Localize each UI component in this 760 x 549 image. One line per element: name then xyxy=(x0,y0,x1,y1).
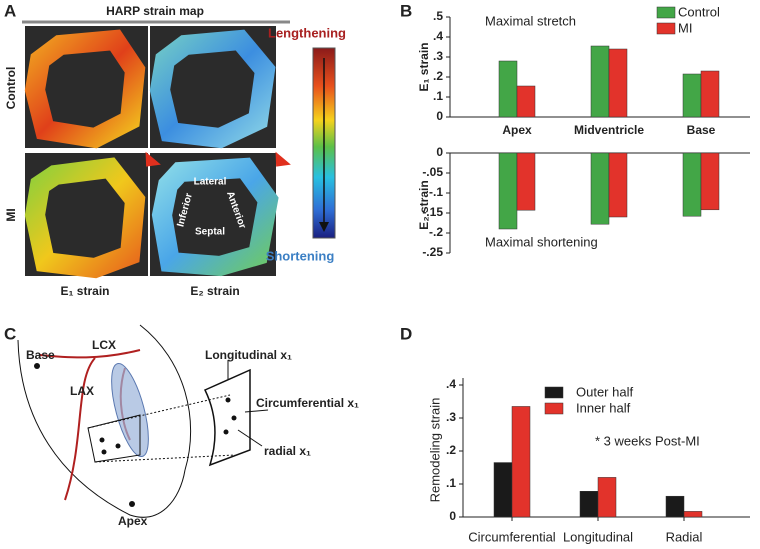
diagram-label: Apex xyxy=(118,514,148,528)
diagram-label: Longitudinal x₁ xyxy=(205,348,292,362)
x-tick-label: Radial xyxy=(666,529,703,544)
column-label: E₂ strain xyxy=(190,284,239,298)
bar xyxy=(590,45,610,118)
y-tick-label: 0 xyxy=(436,109,443,123)
bar xyxy=(511,406,531,518)
x-tick-label: Circumferential xyxy=(468,529,556,544)
y-tick-label: .5 xyxy=(433,9,443,23)
bar xyxy=(665,495,685,518)
bar xyxy=(597,477,617,518)
x-tick-label: Apex xyxy=(502,123,532,137)
panel-letter: D xyxy=(400,324,412,343)
diagram-label: LAX xyxy=(70,384,94,398)
y-tick-label: -.1 xyxy=(429,185,443,199)
diagram-label: Base xyxy=(26,348,55,362)
legend-label: MI xyxy=(678,20,692,35)
bar xyxy=(608,48,628,118)
scale-bottom-label: Shortening xyxy=(266,248,335,263)
bar xyxy=(493,462,513,518)
arrow xyxy=(145,151,161,167)
scale-top-label: Lengthening xyxy=(268,25,346,40)
legend-label: Outer half xyxy=(576,384,633,399)
bar xyxy=(516,152,536,211)
legend-label: Inner half xyxy=(576,400,631,415)
x-tick-label: Base xyxy=(687,123,716,137)
bar xyxy=(682,152,702,217)
bar xyxy=(498,60,518,118)
region-label: Septal xyxy=(195,227,225,238)
region-label: Lateral xyxy=(194,177,227,188)
legend-swatch xyxy=(656,22,676,35)
diagram-label: Circumferential x₁ xyxy=(256,396,359,410)
bar xyxy=(700,152,720,211)
y-tick-label: .3 xyxy=(446,410,456,424)
bar xyxy=(682,73,702,118)
heatmaps xyxy=(24,26,279,279)
legend-swatch xyxy=(544,402,564,415)
x-tick-label: Longitudinal xyxy=(563,529,633,544)
y-tick-label: 0 xyxy=(436,145,443,159)
legend-swatch xyxy=(656,6,676,19)
panel-letter: C xyxy=(4,324,16,343)
bar xyxy=(590,152,610,225)
x-tick-label: Midventricle xyxy=(574,123,644,137)
y-tick-label: -.05 xyxy=(422,165,443,179)
legend-label: Control xyxy=(678,4,720,19)
y-axis-label: E₂ strain xyxy=(417,180,431,229)
bar xyxy=(516,85,536,118)
y-tick-label: 0 xyxy=(449,509,456,523)
annotation: Maximal shortening xyxy=(485,234,598,249)
bar xyxy=(608,152,628,218)
scale-arrow-head xyxy=(319,222,329,232)
panel-title: HARP strain map xyxy=(106,4,204,18)
row-label: MI xyxy=(4,208,18,221)
y-axis-label: Remodeling strain xyxy=(427,398,442,503)
y-tick-label: .1 xyxy=(446,476,456,490)
y-axis-label: E₁ strain xyxy=(417,43,431,92)
y-tick-label: -.2 xyxy=(429,225,443,239)
bar xyxy=(498,152,518,230)
y-tick-label: .4 xyxy=(446,377,456,391)
y-tick-label: .4 xyxy=(433,29,443,43)
panel-letter: A xyxy=(4,1,16,20)
y-tick-label: .2 xyxy=(433,69,443,83)
arrow xyxy=(275,151,291,167)
heart-diagram xyxy=(17,324,269,518)
bar xyxy=(700,70,720,118)
bar xyxy=(579,491,599,518)
annotation: Maximal stretch xyxy=(485,13,576,28)
diagram-label: radial x₁ xyxy=(264,444,311,458)
y-tick-label: -.25 xyxy=(422,245,443,259)
y-tick-label: .1 xyxy=(433,89,443,103)
y-tick-label: .2 xyxy=(446,443,456,457)
y-tick-label: .3 xyxy=(433,49,443,63)
legend-swatch xyxy=(544,386,564,399)
annotation: * 3 weeks Post-MI xyxy=(595,433,700,448)
panel-letter: B xyxy=(400,1,412,20)
diagram-label: LCX xyxy=(92,338,116,352)
bar xyxy=(683,511,703,518)
row-label: Control xyxy=(4,67,18,110)
y-tick-label: -.15 xyxy=(422,205,443,219)
column-label: E₁ strain xyxy=(61,284,110,298)
